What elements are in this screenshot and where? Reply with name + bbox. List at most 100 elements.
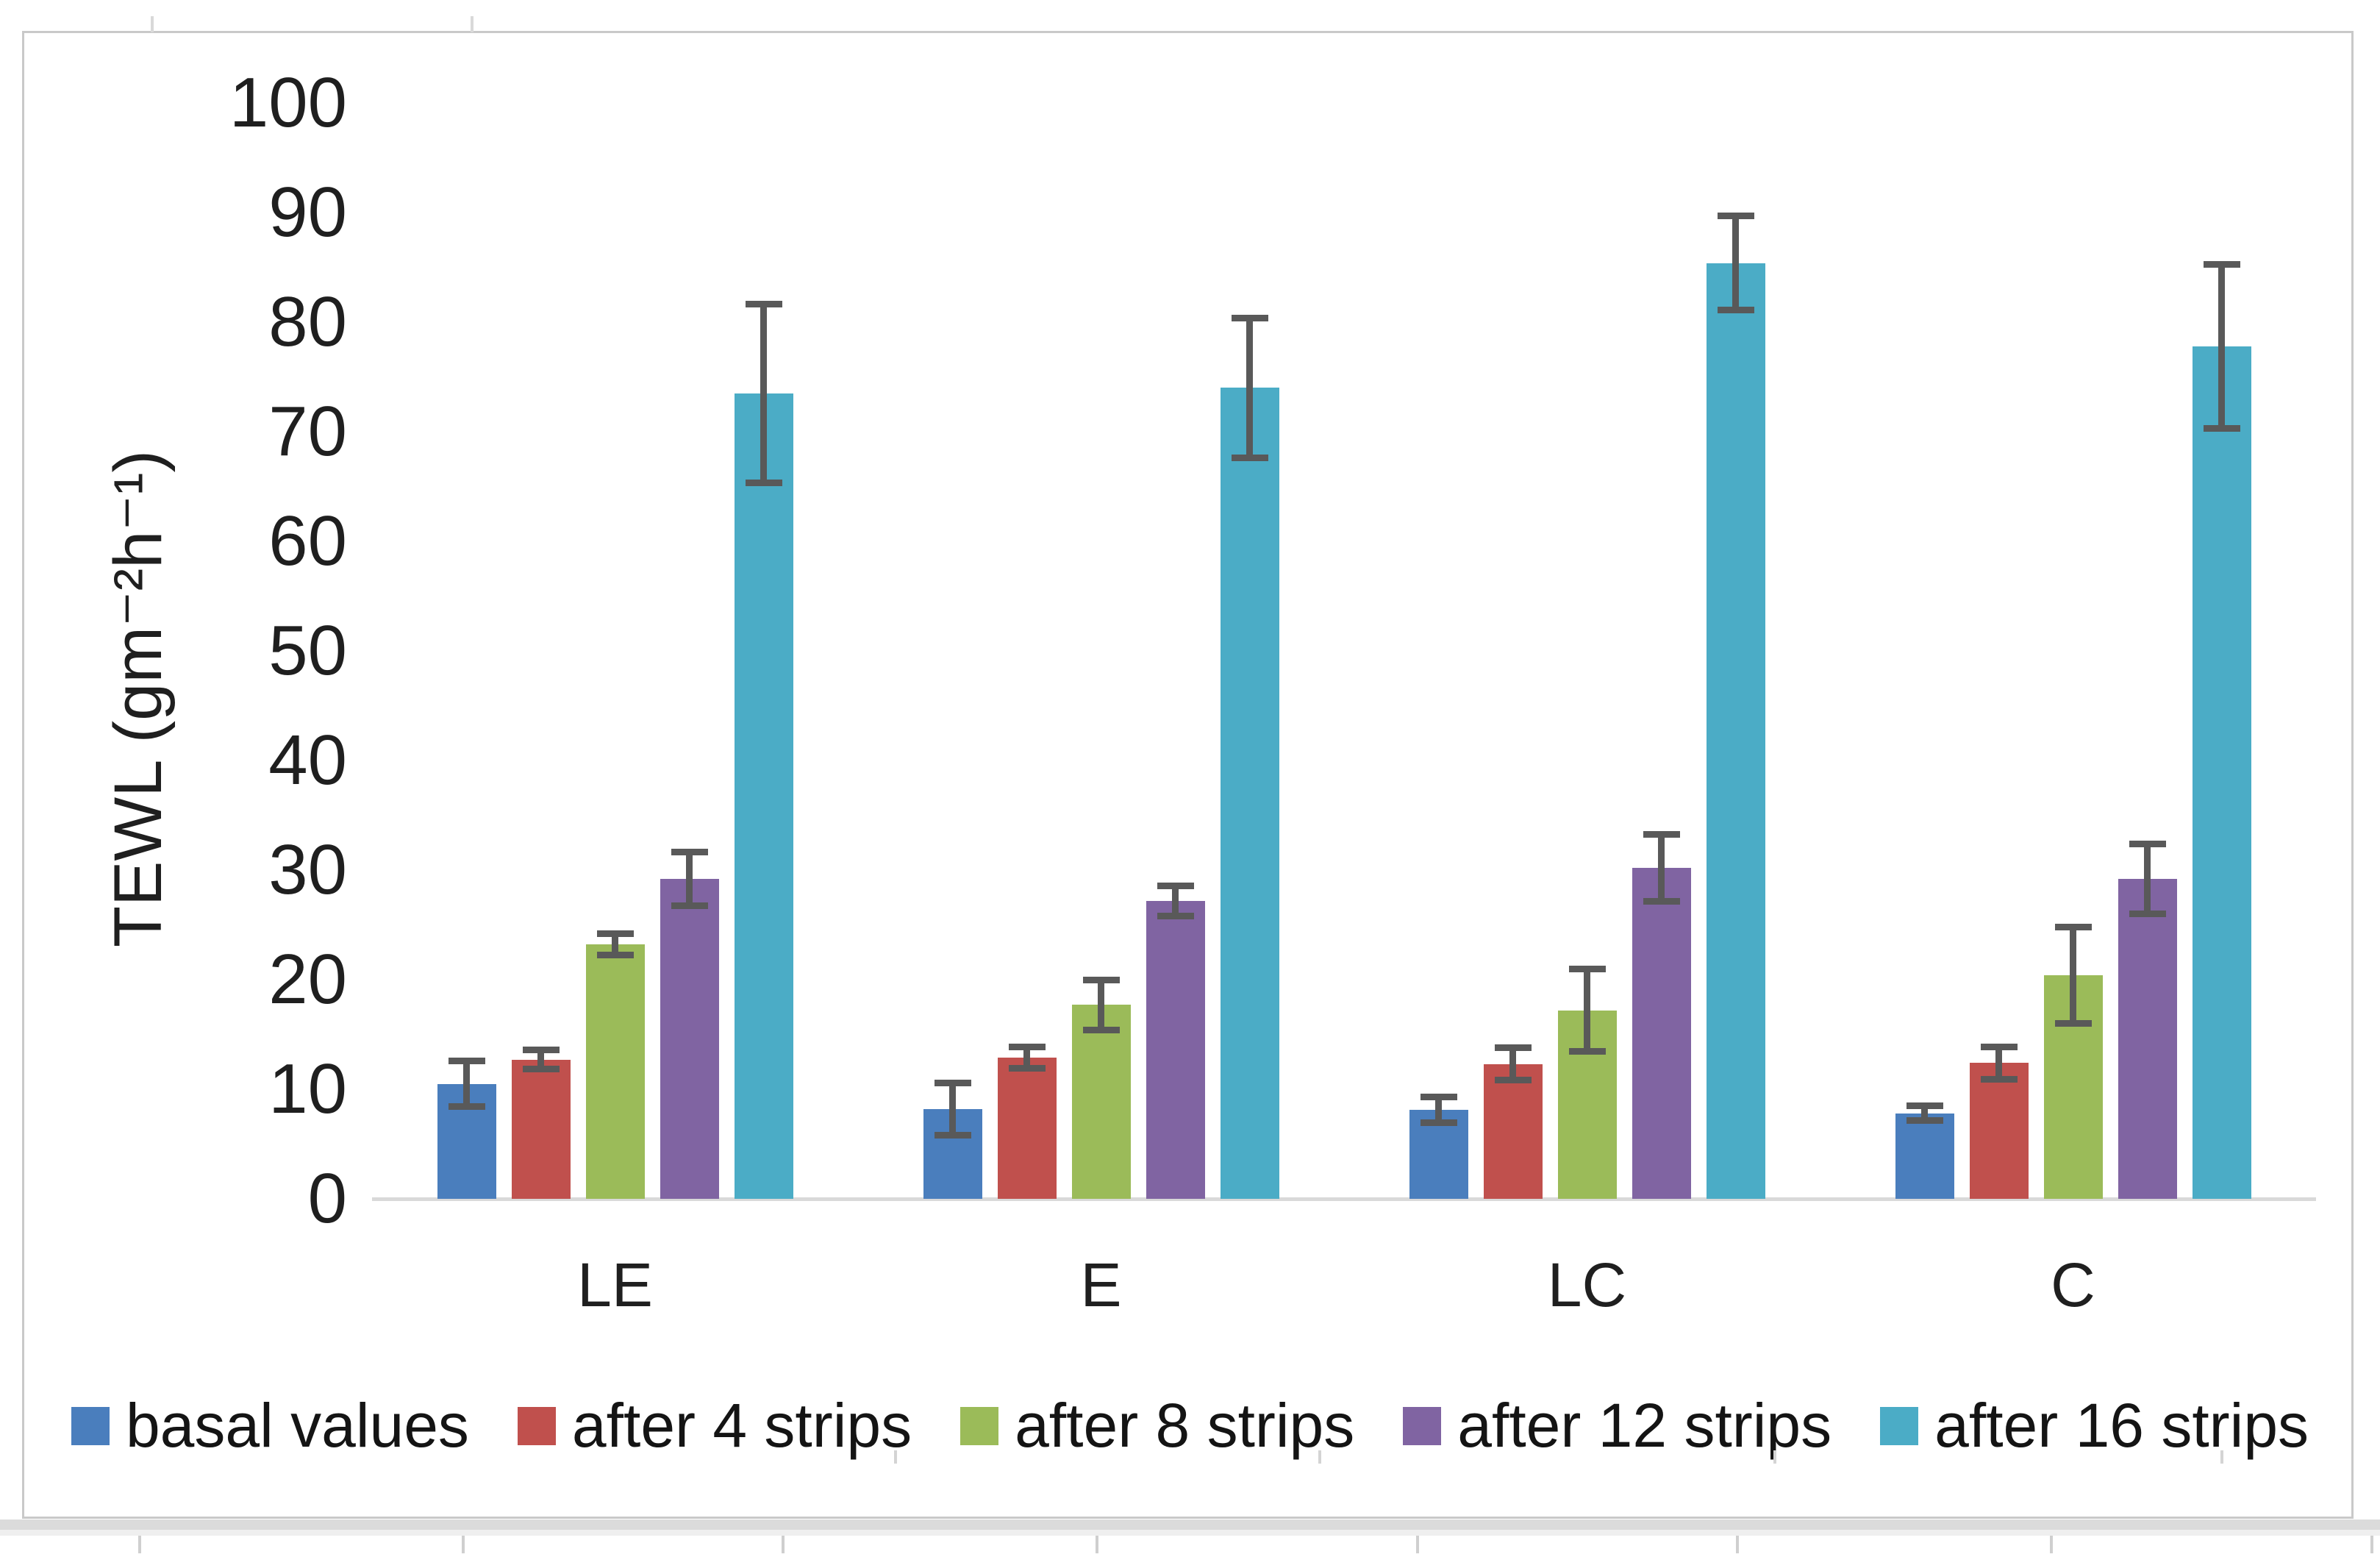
error-bar-cap-top [448, 1058, 485, 1065]
error-bar-line [1732, 215, 1739, 310]
error-bar-cap-bottom [934, 1131, 971, 1139]
error-bar-cap-bottom [1082, 1026, 1120, 1033]
y-tick-label: 50 [268, 611, 347, 690]
category-label: E [1080, 1250, 1122, 1319]
error-bar-cap-top [671, 848, 708, 855]
error-bar-line [686, 851, 693, 907]
bar [1969, 1063, 2029, 1199]
bar [1220, 388, 1279, 1199]
error-bar-cap-bottom [522, 1066, 560, 1073]
legend-swatch [1880, 1406, 1919, 1445]
error-bar-cap-top [1157, 882, 1194, 889]
y-tick-label: 0 [307, 1159, 347, 1238]
y-tick-label: 20 [268, 940, 347, 1019]
error-bar-cap-bottom [1906, 1117, 1943, 1125]
ruler-tick [1096, 1536, 1098, 1553]
x-axis-line [372, 1197, 2316, 1201]
error-bar-cap-bottom [2203, 424, 2240, 432]
error-bar-cap-top [1643, 830, 1680, 838]
legend-label: after 16 strips [1934, 1391, 2309, 1460]
bar [660, 878, 719, 1199]
legend: basal values after 4 strips after 8 strips… [0, 1390, 2380, 1461]
error-bar-cap-top [1717, 213, 1754, 220]
error-bar-cap-top [1494, 1044, 1532, 1052]
error-bar-cap-bottom [1420, 1119, 1457, 1127]
ruler-tick [138, 1536, 141, 1553]
bar [1895, 1113, 1954, 1199]
error-bar-line [1172, 885, 1179, 916]
error-bar-line [2144, 844, 2151, 914]
error-bar-cap-top [1231, 315, 1268, 322]
error-bar-cap-bottom [1980, 1075, 2018, 1083]
error-bar-line [537, 1050, 544, 1070]
error-bar-cap-top [1568, 966, 1606, 973]
error-bar-line [1658, 833, 1665, 902]
error-bar-cap-bottom [1157, 912, 1194, 919]
chart-border [22, 31, 2354, 1519]
legend-swatch [1403, 1406, 1442, 1445]
legend-item: basal values [71, 1390, 469, 1461]
error-bar-cap-bottom [2129, 910, 2166, 917]
error-bar-line [1509, 1047, 1516, 1081]
legend-label: after 8 strips [1015, 1391, 1355, 1460]
error-bar-cap-top [745, 300, 782, 307]
error-bar-cap-bottom [596, 952, 634, 959]
error-bar-line [2218, 264, 2225, 429]
error-bar-line [949, 1083, 956, 1136]
bar [997, 1057, 1057, 1199]
bar [734, 393, 793, 1199]
error-bar-line [1995, 1046, 2002, 1080]
y-tick-label: 80 [268, 282, 347, 361]
category-label: C [2051, 1250, 2095, 1319]
legend-label: basal values [125, 1391, 469, 1460]
error-bar-cap-top [522, 1047, 560, 1054]
legend-item: after 4 strips [517, 1390, 912, 1461]
error-bar-cap-bottom [745, 480, 782, 487]
y-tick-label: 30 [268, 830, 347, 909]
ruler-tick [782, 1536, 785, 1553]
y-tick-label: 10 [268, 1050, 347, 1128]
error-bar-cap-bottom [1494, 1077, 1532, 1084]
legend-item: after 8 strips [960, 1390, 1354, 1461]
bottom-band-shadow [0, 1530, 2380, 1536]
ruler-tick [1736, 1536, 1739, 1553]
legend-swatch [517, 1406, 556, 1445]
error-bar-cap-top [1906, 1102, 1943, 1110]
error-bar-cap-top [1008, 1043, 1046, 1050]
bar [2192, 346, 2251, 1199]
ruler-tick [1318, 1450, 1321, 1464]
bar [1146, 900, 1205, 1199]
error-bar-line [1098, 980, 1104, 1030]
legend-label: after 4 strips [571, 1391, 912, 1460]
bar [1483, 1063, 1543, 1199]
bottom-band [0, 1519, 2380, 1530]
error-bar-cap-bottom [1717, 306, 1754, 313]
error-bar-cap-bottom [1231, 454, 1268, 461]
y-tick-label: 60 [268, 502, 347, 580]
error-bar-line [612, 933, 618, 956]
bar [1071, 1005, 1131, 1199]
error-bar-cap-bottom [1568, 1048, 1606, 1055]
error-bar-line [1921, 1105, 1928, 1122]
error-bar-cap-top [2203, 261, 2240, 268]
error-bar-cap-top [934, 1080, 971, 1087]
ruler-tick [151, 16, 154, 32]
error-bar-cap-bottom [448, 1102, 485, 1110]
ruler-tick [2370, 1536, 2373, 1553]
error-bar-cap-bottom [1643, 898, 1680, 905]
bar [511, 1059, 571, 1199]
y-tick-label: 70 [268, 392, 347, 471]
ruler-tick [1416, 1536, 1419, 1553]
bar [585, 944, 645, 1199]
legend-item: after 12 strips [1403, 1390, 1832, 1461]
y-tick-label: 100 [229, 63, 347, 142]
bar [2118, 878, 2177, 1199]
error-bar-line [463, 1061, 470, 1107]
error-bar-cap-top [2054, 924, 2092, 931]
error-bar-cap-top [1980, 1043, 2018, 1050]
ruler-tick [462, 1536, 465, 1553]
ruler-tick [1773, 1450, 1776, 1464]
ruler-tick [2050, 1536, 2053, 1553]
legend-label: after 12 strips [1457, 1391, 1832, 1460]
